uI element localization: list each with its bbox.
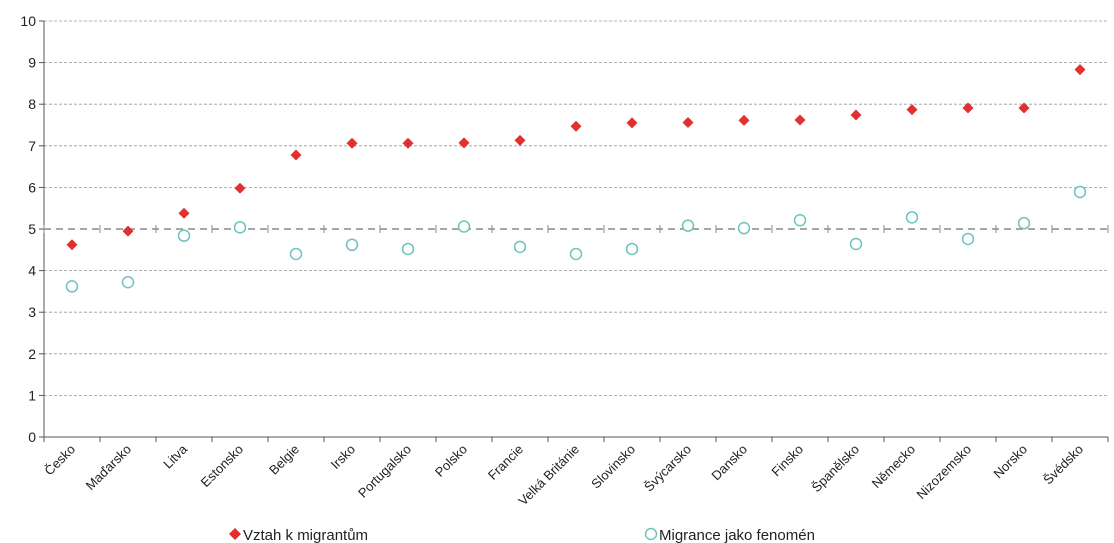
point-migrance [121,275,135,289]
point-migrance [793,214,807,227]
point-vztah [962,102,974,114]
point-migrance [513,240,527,254]
y-tick-label: 2 [28,346,36,362]
point-migrance [1017,216,1031,230]
y-tick-label: 5 [28,221,36,237]
x-tick-label: Česko [41,442,78,479]
y-tick-labels: 0 1 2 3 4 5 6 7 8 9 10 [20,13,36,445]
point-vztah [234,182,246,194]
point-migrance [569,247,583,261]
legend-item-vztah: Vztah k migrantům [229,527,368,543]
point-vztah [1018,102,1030,114]
point-migrance [289,247,303,261]
point-vztah [178,207,190,219]
point-migrance [457,220,471,233]
point-vztah [794,114,806,126]
y-tick-label: 1 [28,387,36,403]
point-vztah [346,137,358,149]
legend-label-vztah: Vztah k migrantům [243,527,368,543]
data-points [65,64,1087,293]
y-tick-label: 9 [28,55,36,71]
point-migrance [177,229,191,242]
y-tick-label: 6 [28,179,36,195]
point-vztah [626,117,638,129]
point-vztah [66,239,78,251]
x-tick-label: Švédsko [1040,442,1086,488]
x-tick-label: Finsko [768,442,806,480]
point-vztah [122,225,134,237]
legend-item-migrance: Migrance jako fenomén [644,527,815,543]
point-vztah [402,137,414,149]
x-tick-label: Maďarsko [83,442,135,494]
x-tick-label: Polsko [432,442,470,480]
point-vztah [682,117,694,129]
y-tick-label: 8 [28,96,36,112]
point-vztah [850,109,862,121]
x-tick-label: Švýcarsko [641,442,694,495]
x-tick-label: Belgie [266,442,302,478]
y-tick-label: 10 [20,13,36,29]
legend-label-migrance: Migrance jako fenomén [659,527,815,543]
x-tick-label: Španělsko [809,442,863,496]
axes [39,20,1109,442]
legend-diamond-marker [229,528,241,540]
point-migrance [961,232,975,246]
point-vztah [1074,64,1086,76]
point-vztah [738,114,750,126]
point-migrance [625,242,639,256]
point-migrance [681,219,695,232]
point-migrance [345,238,359,252]
x-tick-label: Slovinsko [588,442,638,492]
point-vztah [290,149,302,161]
x-tick-label: Estonsko [198,442,246,490]
legend-circle-marker [644,527,658,541]
point-vztah [514,134,526,146]
y-tick-label: 0 [28,429,36,445]
point-migrance [65,280,79,293]
point-migrance [233,221,247,234]
y-tick-label: 7 [28,138,36,154]
x-tick-label: Dansko [708,442,750,484]
point-migrance [849,237,863,251]
y-tick-label: 3 [28,304,36,320]
point-vztah [458,137,470,149]
point-migrance [1073,185,1087,199]
x-tick-label: Německo [869,442,918,491]
legend: Vztah k migrantům Migrance jako fenomén [229,527,815,543]
gridlines [44,20,1108,396]
point-migrance [905,211,919,224]
point-vztah [570,120,582,132]
point-vztah [906,104,918,116]
x-tick-label: Francie [485,442,526,483]
x-tick-label: Portugalsko [355,442,414,501]
y-tick-label: 4 [28,263,36,279]
x-tick-label: Nizozemsko [913,442,974,503]
x-tick-label: Irsko [328,442,359,473]
point-migrance [401,242,415,256]
x-tick-labels: Česko Maďarsko Litva Estonsko Belgie IrskoPor… [41,441,1086,508]
x-tick-label: Litva [160,441,191,472]
point-migrance [737,221,751,235]
x-tick-label: Norsko [990,442,1030,482]
